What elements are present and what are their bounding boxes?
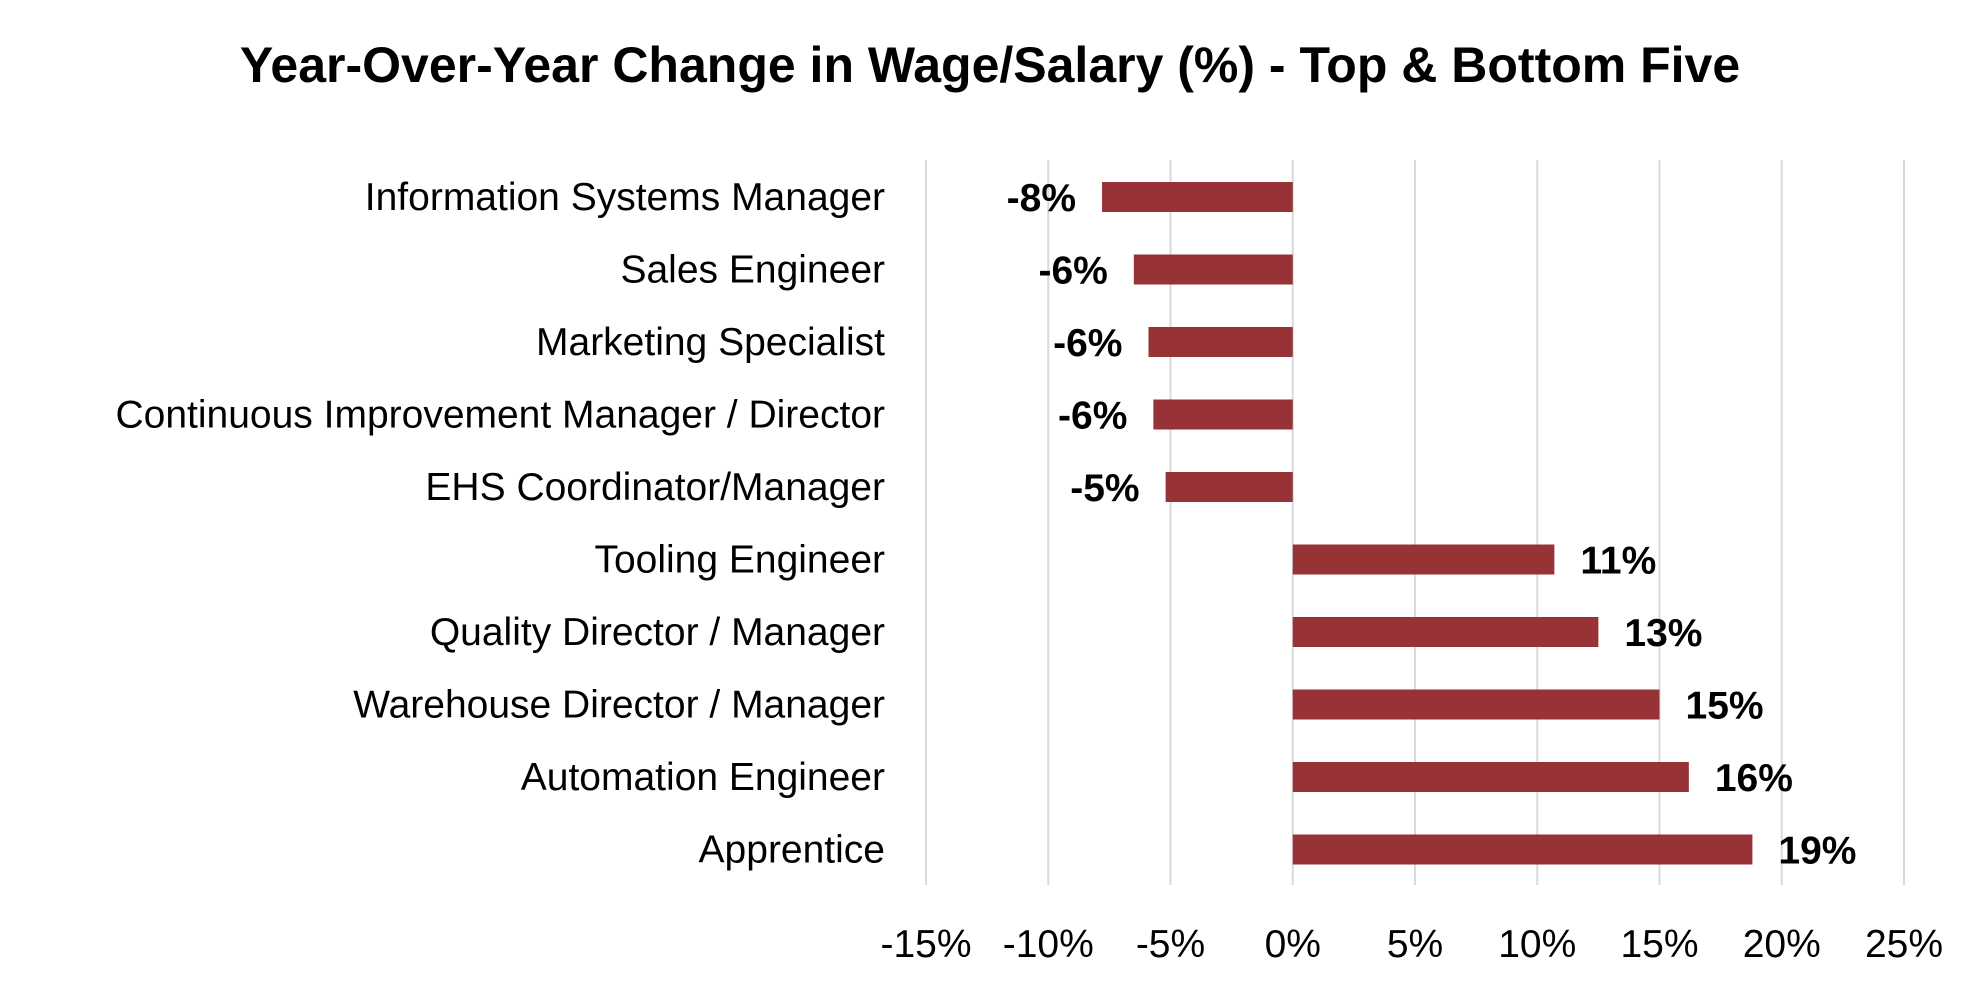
data-label: 19%: [1778, 830, 1856, 873]
category-label: Marketing Specialist: [536, 321, 885, 364]
x-tick-label: 15%: [1620, 923, 1698, 966]
category-label: Information Systems Manager: [365, 176, 885, 219]
data-label: 16%: [1715, 757, 1793, 800]
bar: [1102, 182, 1293, 212]
bars: [1102, 182, 1753, 865]
bar: [1133, 254, 1293, 285]
bar: [1292, 617, 1599, 647]
x-tick-label: 20%: [1743, 923, 1821, 966]
data-label: -8%: [1007, 177, 1076, 220]
category-label: Automation Engineer: [521, 756, 885, 799]
x-tick-label: -5%: [1136, 923, 1205, 966]
x-tick-label: 10%: [1498, 923, 1576, 966]
x-tick-label: -15%: [880, 923, 971, 966]
category-label: Sales Engineer: [620, 249, 885, 292]
bar: [1165, 472, 1293, 502]
category-label: Apprentice: [699, 829, 885, 872]
x-tick-label: 5%: [1387, 923, 1443, 966]
category-label: EHS Coordinator/Manager: [425, 466, 885, 509]
category-labels: Information Systems Manager Sales Enginee…: [115, 176, 885, 872]
category-label: Warehouse Director / Manager: [353, 684, 885, 727]
data-label: -6%: [1053, 322, 1122, 365]
bar: [1148, 327, 1293, 357]
data-labels: -8% -6% -6% -6% -5% 11% 13% 15% 16% 19%: [1007, 177, 1857, 873]
x-tick-label: 0%: [1265, 923, 1321, 966]
data-label: -5%: [1070, 467, 1139, 510]
x-tick-label: -10%: [1003, 923, 1094, 966]
bar: [1292, 544, 1555, 575]
category-label: Quality Director / Manager: [430, 611, 885, 654]
chart-title: Year-Over-Year Change in Wage/Salary (%)…: [239, 37, 1741, 93]
bar: [1292, 834, 1753, 865]
x-tick-label: 25%: [1865, 923, 1943, 966]
data-label: -6%: [1058, 395, 1127, 438]
bar: [1153, 399, 1293, 430]
x-axis-tick-labels: -15% -10% -5% 0% 5% 10% 15% 20% 25%: [880, 923, 1943, 966]
data-label: -6%: [1038, 250, 1107, 293]
category-label: Tooling Engineer: [594, 539, 885, 582]
data-label: 11%: [1580, 540, 1656, 583]
category-label: Continuous Improvement Manager / Directo…: [115, 394, 885, 437]
bar: [1292, 762, 1689, 792]
bar: [1292, 689, 1660, 720]
data-label: 15%: [1686, 685, 1764, 728]
data-label: 13%: [1624, 612, 1702, 655]
